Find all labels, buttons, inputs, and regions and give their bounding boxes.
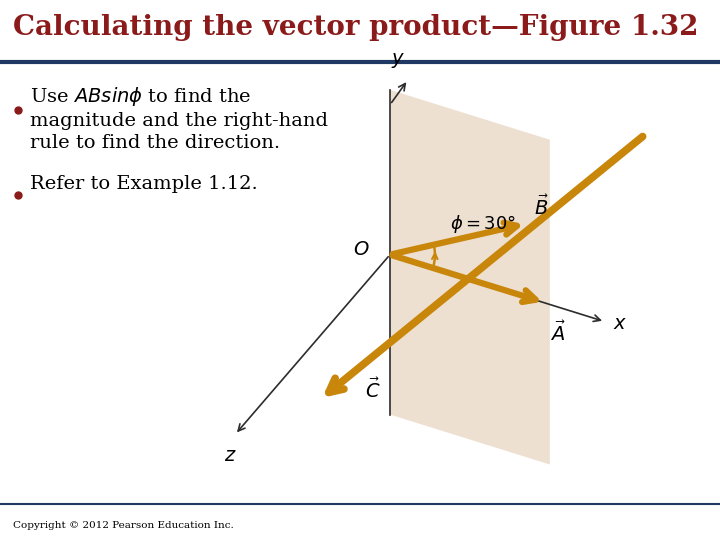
- Text: Refer to Example 1.12.: Refer to Example 1.12.: [30, 175, 258, 193]
- Text: $O$: $O$: [354, 241, 370, 259]
- Text: $\vec{A}$: $\vec{A}$: [550, 321, 566, 345]
- Text: $x$: $x$: [613, 315, 627, 333]
- Text: Use $ABsin\phi$ to find the: Use $ABsin\phi$ to find the: [30, 85, 251, 108]
- Text: $z$: $z$: [224, 447, 236, 464]
- Text: Copyright © 2012 Pearson Education Inc.: Copyright © 2012 Pearson Education Inc.: [13, 521, 234, 530]
- Polygon shape: [390, 90, 550, 464]
- Text: rule to find the direction.: rule to find the direction.: [30, 134, 280, 152]
- Text: $\vec{C}$: $\vec{C}$: [365, 377, 381, 402]
- Text: Calculating the vector product—Figure 1.32: Calculating the vector product—Figure 1.…: [13, 14, 698, 40]
- Text: $y$: $y$: [391, 51, 405, 70]
- Text: $\vec{B}$: $\vec{B}$: [534, 194, 549, 219]
- Text: $\phi = 30°$: $\phi = 30°$: [450, 213, 516, 235]
- Text: magnitude and the right-hand: magnitude and the right-hand: [30, 112, 328, 130]
